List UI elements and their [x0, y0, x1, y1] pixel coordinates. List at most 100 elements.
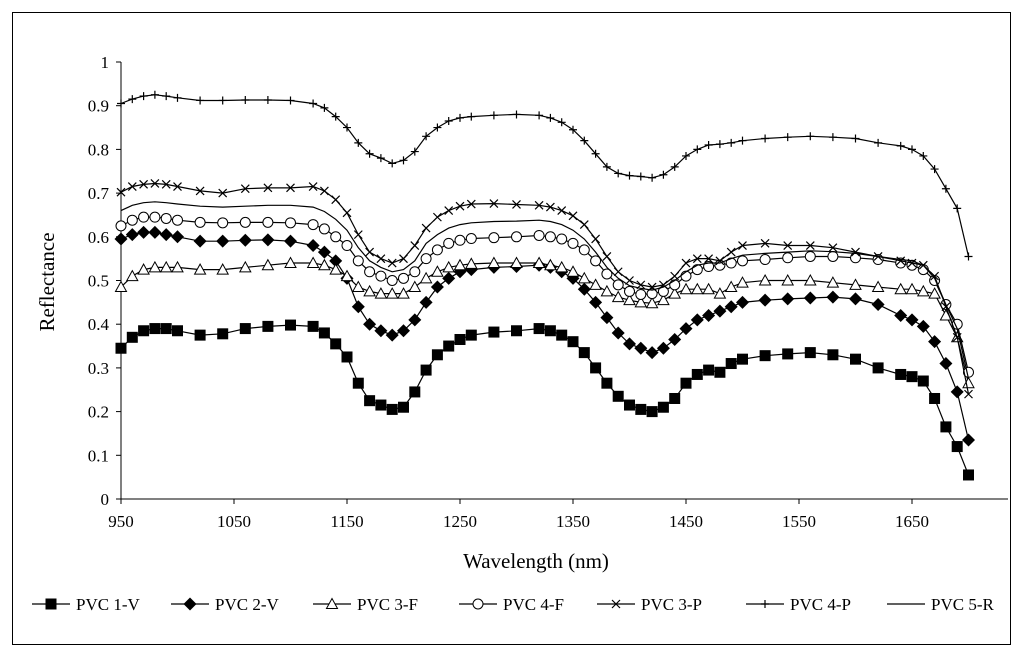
data-point-pvc-2-v	[871, 298, 885, 312]
data-point-pvc-4-p	[648, 173, 657, 182]
data-point-pvc-3-f	[894, 282, 908, 295]
legend-item-pvc-5-r: PVC 5-R	[887, 595, 994, 614]
data-point-pvc-4-f	[443, 237, 455, 249]
data-point-pvc-3-p	[342, 208, 352, 218]
data-point-pvc-4-p	[953, 204, 962, 213]
data-point-pvc-3-p	[410, 241, 420, 250]
data-point-pvc-4-f	[612, 279, 624, 291]
data-point-pvc-4-p	[433, 123, 442, 132]
data-point-pvc-3-f	[532, 256, 546, 269]
data-point-pvc-3-p	[421, 223, 431, 233]
data-point-pvc-2-v	[385, 328, 399, 342]
data-point-pvc-3-p	[704, 254, 714, 264]
data-point-pvc-3-f	[340, 269, 354, 282]
data-point-pvc-3-p	[613, 267, 623, 277]
data-point-pvc-3-p	[964, 389, 973, 399]
data-point-pvc-3-p	[545, 202, 555, 212]
data-point-pvc-4-f	[115, 220, 127, 232]
data-point-pvc-1-v	[138, 325, 150, 337]
data-point-pvc-4-f	[330, 231, 342, 243]
data-point-pvc-4-p	[919, 151, 928, 160]
data-point-pvc-3-p	[308, 182, 318, 191]
data-point-pvc-2-v	[193, 234, 207, 248]
data-point-pvc-1-v	[567, 336, 579, 348]
data-point-pvc-4-f	[217, 217, 229, 229]
data-point-pvc-1-v	[194, 329, 206, 341]
data-point-pvc-1-v	[398, 401, 409, 413]
data-point-pvc-2-v	[690, 313, 704, 327]
y-tick-label: 0.7	[88, 184, 110, 203]
y-tick-label: 0.4	[88, 315, 110, 334]
y-tick-label: 0.6	[88, 228, 109, 247]
data-point-pvc-2-v	[758, 293, 772, 307]
data-point-pvc-2-v	[702, 308, 716, 322]
data-point-pvc-4-p	[343, 123, 351, 132]
data-point-pvc-1-v	[612, 390, 624, 402]
data-point-pvc-2-v	[114, 232, 128, 246]
data-point-pvc-2-v	[589, 295, 603, 309]
data-point-pvc-4-f	[782, 252, 794, 264]
data-point-pvc-1-v	[917, 375, 929, 387]
data-point-pvc-3-f	[928, 287, 941, 299]
data-point-pvc-3-f	[566, 265, 580, 277]
data-point-pvc-3-p	[625, 276, 634, 285]
data-point-pvc-3-f	[363, 284, 376, 297]
data-point-pvc-1-v	[364, 395, 376, 407]
data-point-pvc-3-f	[385, 287, 399, 299]
data-point-pvc-4-f	[635, 288, 647, 300]
data-point-pvc-3-p	[263, 183, 273, 193]
data-point-pvc-1-v	[454, 333, 466, 345]
data-point-pvc-3-f	[577, 271, 591, 284]
data-point-pvc-4-f	[804, 250, 816, 262]
data-point-pvc-3-f	[758, 273, 772, 286]
x-tick-label: 1550	[782, 512, 816, 531]
data-point-pvc-1-v	[578, 347, 590, 359]
data-point-pvc-4-p	[173, 93, 182, 102]
data-point-pvc-3-p	[489, 199, 499, 209]
data-point-pvc-4-f	[646, 288, 658, 300]
data-point-pvc-2-v	[397, 324, 410, 338]
data-point-pvc-1-v	[827, 349, 839, 361]
data-point-pvc-3-f	[351, 280, 365, 293]
data-point-pvc-3-f	[668, 287, 682, 299]
data-point-pvc-3-f	[634, 295, 648, 308]
data-point-pvc-4-p	[376, 154, 385, 163]
data-point-pvc-3-f	[408, 280, 422, 293]
data-point-pvc-4-p	[806, 132, 815, 141]
data-point-pvc-1-v	[657, 401, 669, 413]
data-point-pvc-1-v	[409, 386, 421, 398]
series-line-pvc-1-v	[120, 324, 970, 476]
data-point-pvc-2-v	[419, 295, 433, 309]
series-pvc-1-v	[115, 319, 974, 481]
data-point-pvc-3-p	[161, 179, 171, 189]
y-tick-label: 0.5	[88, 272, 109, 291]
data-point-pvc-2-v	[736, 295, 749, 309]
data-point-pvc-4-p	[467, 112, 476, 121]
data-point-pvc-1-v	[804, 347, 816, 359]
data-point-pvc-3-p	[557, 206, 567, 216]
data-point-pvc-4-f	[307, 219, 319, 231]
data-point-pvc-4-f	[352, 255, 364, 267]
data-point-pvc-1-v	[318, 327, 330, 339]
data-point-pvc-3-p	[681, 258, 691, 268]
y-tick-label: 0	[101, 490, 110, 509]
data-point-pvc-3-p	[376, 254, 386, 264]
data-point-pvc-4-p	[546, 113, 555, 122]
data-point-pvc-2-v	[962, 433, 975, 447]
data-point-pvc-1-v	[906, 371, 918, 383]
data-point-pvc-3-p	[173, 182, 182, 191]
data-point-pvc-4-f	[149, 211, 161, 223]
x-tick-label: 950	[108, 512, 134, 531]
data-point-pvc-1-v	[533, 323, 545, 335]
data-point-pvc-4-p	[682, 151, 690, 160]
data-point-pvc-1-v	[511, 325, 522, 337]
data-point-pvc-3-f	[159, 260, 173, 273]
data-point-pvc-3-f	[736, 276, 749, 288]
data-point-pvc-3-p	[738, 241, 747, 250]
data-point-pvc-3-f	[125, 269, 139, 282]
data-point-pvc-3-p	[805, 241, 815, 250]
data-point-pvc-4-f	[737, 255, 748, 267]
data-point-pvc-3-f	[803, 273, 817, 286]
data-point-pvc-2-v	[781, 292, 795, 306]
data-point-pvc-3-f	[600, 284, 614, 297]
